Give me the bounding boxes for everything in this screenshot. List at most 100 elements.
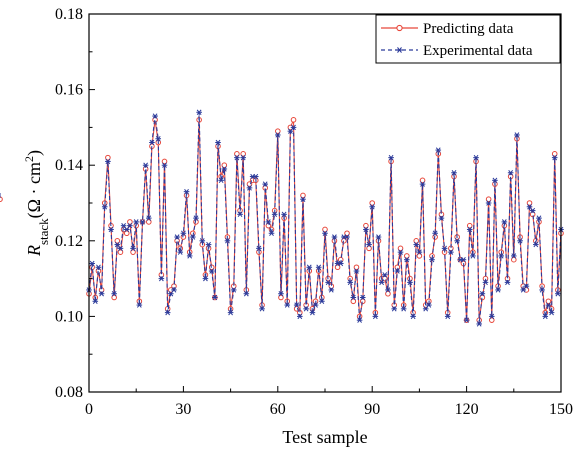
data-point	[476, 321, 482, 327]
data-point	[136, 302, 143, 308]
data-point	[243, 290, 250, 297]
data-point	[517, 238, 523, 244]
x-tick-label: 60	[270, 401, 286, 418]
data-point	[545, 298, 552, 305]
data-point	[230, 287, 237, 293]
data-point	[419, 181, 426, 187]
series-layer	[0, 109, 564, 327]
data-point	[523, 283, 530, 289]
data-point	[363, 222, 369, 229]
data-point	[413, 238, 420, 244]
data-point	[545, 302, 552, 308]
data-point	[511, 256, 517, 263]
data-point	[152, 113, 158, 119]
data-point	[347, 279, 353, 286]
data-point	[366, 245, 372, 252]
data-point	[426, 302, 432, 308]
data-point	[353, 264, 360, 271]
data-point	[123, 230, 130, 237]
data-point	[300, 192, 306, 199]
data-point	[246, 185, 253, 191]
data-point	[155, 136, 162, 142]
data-point	[303, 306, 309, 312]
data-point	[488, 313, 495, 320]
data-point	[391, 306, 398, 312]
data-point	[199, 238, 206, 244]
x-axis: 0 30 60 90 120 150	[85, 386, 573, 418]
data-point	[202, 275, 209, 282]
data-point	[533, 241, 539, 248]
data-point	[190, 234, 196, 240]
data-point	[114, 238, 121, 244]
data-point	[281, 211, 287, 218]
data-point	[95, 264, 102, 270]
data-point	[108, 226, 114, 233]
data-point	[331, 234, 338, 240]
data-point	[117, 249, 124, 255]
data-point	[227, 309, 234, 316]
y-tick-label: 0.16	[55, 82, 83, 99]
data-point	[215, 139, 221, 146]
data-point	[514, 132, 520, 138]
data-point	[551, 154, 558, 161]
data-point	[404, 253, 410, 259]
data-point	[334, 264, 341, 271]
data-point	[221, 166, 228, 172]
y-axis-title: Rstack(Ω · cm2)	[22, 150, 51, 257]
data-point	[271, 211, 278, 218]
x-tick-label: 150	[549, 401, 573, 418]
data-point	[322, 230, 328, 236]
data-point	[234, 151, 240, 157]
data-point	[130, 249, 136, 255]
data-point	[366, 241, 372, 248]
data-point	[435, 147, 442, 153]
data-point	[98, 290, 105, 297]
y-tick-label: 0.14	[55, 157, 83, 174]
data-point	[252, 173, 259, 180]
data-point	[526, 200, 533, 206]
data-point	[218, 177, 224, 184]
data-point	[385, 287, 391, 293]
data-point	[268, 230, 275, 236]
data-point	[164, 309, 171, 316]
data-point	[466, 222, 473, 229]
data-point	[259, 306, 265, 312]
data-point	[485, 200, 492, 206]
data-point	[432, 230, 438, 236]
y-axis-title-sub: stack	[36, 218, 51, 245]
data-point	[325, 279, 331, 286]
data-point	[460, 256, 467, 263]
data-point	[290, 124, 297, 131]
legend-label-predicting: Predicting data	[423, 21, 514, 37]
data-point	[397, 249, 404, 255]
data-point	[454, 238, 460, 244]
data-point	[105, 158, 111, 165]
data-point	[498, 253, 505, 259]
data-point	[142, 162, 149, 168]
data-point	[344, 230, 350, 237]
data-point	[196, 109, 202, 116]
data-point	[278, 290, 284, 297]
data-point	[378, 279, 385, 286]
data-point	[337, 260, 344, 267]
data-point	[350, 294, 357, 301]
data-point	[413, 241, 420, 248]
data-point	[400, 306, 407, 312]
data-point	[234, 154, 240, 161]
data-point	[240, 151, 246, 157]
data-point	[375, 234, 382, 240]
data-point	[183, 188, 190, 195]
data-point	[161, 158, 168, 165]
data-point	[548, 309, 555, 316]
data-point	[482, 279, 489, 286]
data-point	[369, 204, 375, 210]
data-point	[237, 211, 243, 218]
data-point	[205, 241, 212, 248]
data-point	[328, 287, 335, 293]
data-point	[441, 245, 448, 252]
data-point	[149, 139, 155, 146]
data-point	[89, 260, 95, 267]
data-point	[394, 268, 401, 274]
data-point	[139, 219, 146, 225]
data-point	[127, 219, 133, 225]
